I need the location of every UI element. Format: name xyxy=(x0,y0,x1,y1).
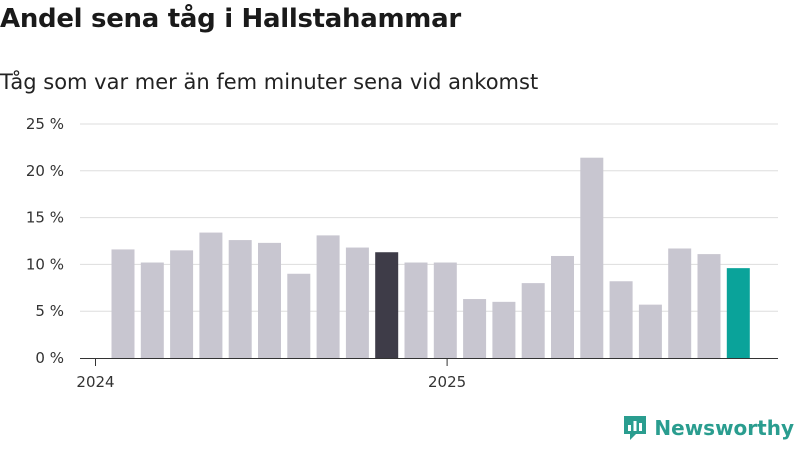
bar-2025-01 xyxy=(463,299,487,358)
y-tick-label: 10 % xyxy=(26,255,64,273)
bar-2024-12 xyxy=(433,262,457,358)
bar-2024-03 xyxy=(170,250,194,358)
y-axis: 0 % 5 % 10 % 15 % 20 % 25 % xyxy=(26,115,64,367)
bar-2024-02 xyxy=(140,262,164,358)
bar-2024-09 xyxy=(345,247,369,358)
x-tick-label: 2024 xyxy=(76,373,114,391)
bar-2025-08 xyxy=(668,248,692,358)
y-tick-label: 25 % xyxy=(26,115,64,133)
x-tick-label: 2025 xyxy=(428,373,466,391)
bar-2025-04 xyxy=(551,255,574,358)
y-tick-label: 0 % xyxy=(35,349,64,367)
bars xyxy=(111,157,750,358)
brand-logo: Newsworthy xyxy=(622,414,794,442)
bar-2025-03 xyxy=(521,283,545,358)
y-tick-label: 15 % xyxy=(26,209,64,227)
bar-2025-05 xyxy=(580,157,604,358)
x-axis: 2024 2025 xyxy=(76,358,778,391)
bar-2025-06 xyxy=(609,281,633,358)
bar-2025-07 xyxy=(638,304,662,358)
bar-2024-05 xyxy=(228,240,252,358)
bar-2024-06 xyxy=(258,242,281,358)
bar-2024-11 xyxy=(404,262,428,358)
bar-2025-09 xyxy=(697,254,721,358)
bar-2024-07 xyxy=(287,273,311,358)
y-tick-label: 5 % xyxy=(35,302,64,320)
y-tick-label: 20 % xyxy=(26,162,64,180)
brand-name: Newsworthy xyxy=(654,416,794,440)
gridlines xyxy=(80,123,778,312)
bar-2024-01 xyxy=(111,249,135,358)
bar-2024-08 xyxy=(316,235,340,358)
chart-title: Andel sena tåg i Hallstahammar xyxy=(0,4,461,34)
bar-2024-04 xyxy=(199,232,223,358)
bar-2025-10 xyxy=(726,268,750,358)
bar-2024-10 xyxy=(375,252,399,358)
newsworthy-icon xyxy=(624,416,647,440)
bar-2025-02 xyxy=(492,301,516,358)
chart-subtitle: Tåg som var mer än fem minuter sena vid … xyxy=(0,70,539,94)
